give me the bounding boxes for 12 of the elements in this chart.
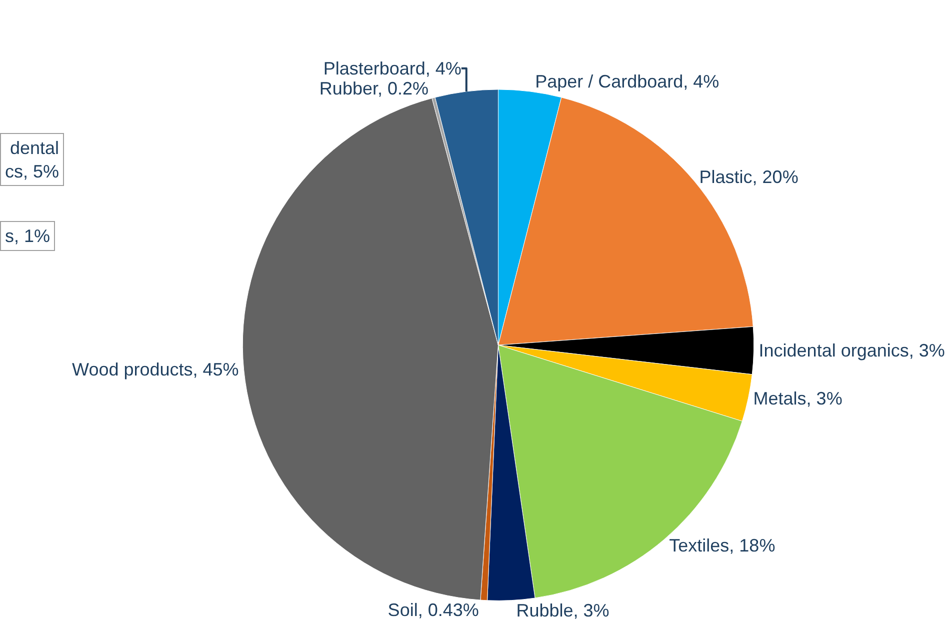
slice-label: Rubber, 0.2% <box>319 78 429 98</box>
slice-label: Metals, 3% <box>753 388 842 408</box>
slice-label: Plasterboard, 4% <box>323 58 462 78</box>
slice-label: Rubble, 3% <box>516 600 610 620</box>
slice-label: Soil, 0.43% <box>388 600 479 620</box>
slice-label: Wood products, 45% <box>72 360 239 380</box>
text: dental cs, 5% <box>5 138 60 182</box>
text: s, 1% <box>5 226 50 246</box>
slice-label: Paper / Cardboard, 4% <box>535 72 720 92</box>
slice-label: Incidental organics, 3% <box>758 340 945 361</box>
slice-label: Textiles, 18% <box>669 535 776 556</box>
slice-label: Plastic, 20% <box>699 166 798 187</box>
